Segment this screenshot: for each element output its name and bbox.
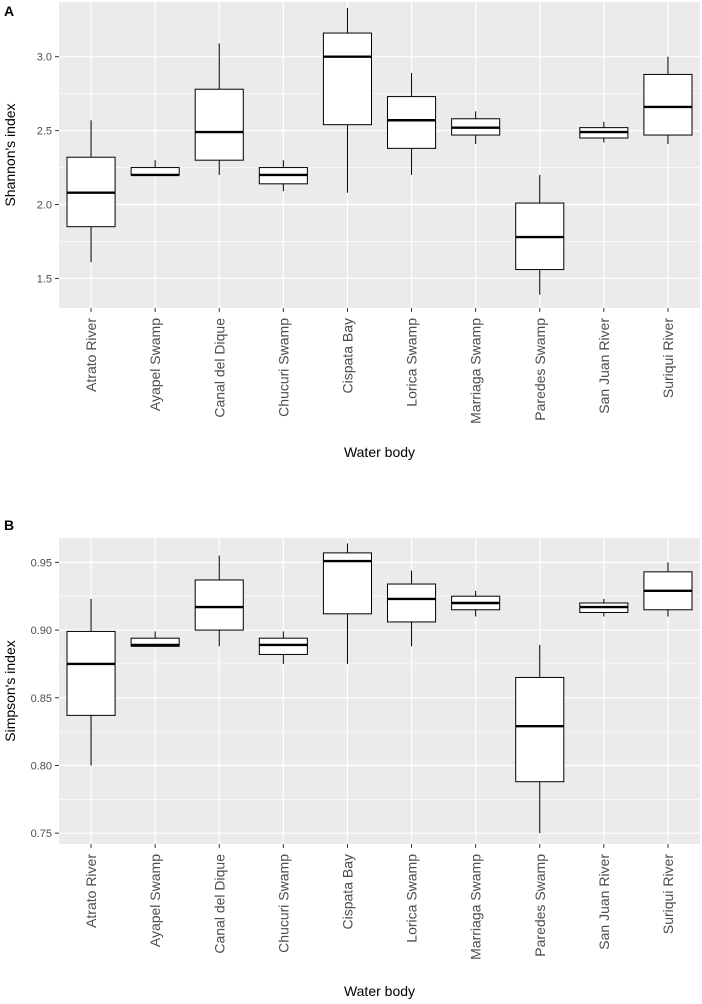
box-iqr: [387, 583, 437, 623]
box-atrato-river: [66, 120, 116, 263]
box-canal-del-dique: [194, 555, 244, 647]
box-marriaga-swamp: [451, 590, 501, 617]
x-axis-title-a: Water body: [344, 444, 415, 460]
x-tick-label: Cispata Bay: [339, 318, 355, 393]
box-chucuri-swamp: [258, 631, 308, 664]
x-tick-label: Atrato River: [83, 854, 99, 928]
x-tick-label: Cispata Bay: [339, 854, 355, 929]
box-marriaga-swamp: [451, 111, 501, 144]
x-tick-label: Marriaga Swamp: [468, 854, 484, 960]
box-canal-del-dique: [194, 43, 244, 175]
box-iqr: [515, 676, 565, 783]
x-tick-label: Canal del Dique: [211, 854, 227, 954]
box-suriqui-river: [643, 562, 693, 617]
x-tick-label: Suriqui River: [660, 854, 676, 934]
panel-label-b: B: [4, 517, 14, 533]
y-tick-label: 0.90: [31, 625, 52, 637]
plot-area-a: [59, 2, 700, 308]
x-tick-label: Paredes Swamp: [532, 318, 548, 421]
box-san-juan-river: [579, 121, 629, 143]
box-atrato-river: [66, 598, 116, 766]
y-tick-label: 0.75: [31, 828, 52, 840]
box-cispata-bay: [322, 543, 372, 664]
x-tick-label: Ayapel Swamp: [147, 854, 163, 947]
box-cispata-bay: [322, 7, 372, 193]
y-tick-label: 0.80: [31, 760, 52, 772]
x-tick-label: Chucuri Swamp: [275, 854, 291, 953]
box-iqr: [387, 96, 437, 149]
y-tick-label: 0.85: [31, 693, 52, 705]
x-tick-label: Suriqui River: [660, 318, 676, 398]
x-tick-label: Lorica Swamp: [404, 854, 420, 943]
x-tick-label: Ayapel Swamp: [147, 318, 163, 411]
y-tick-label: 0.95: [31, 557, 52, 569]
y-tick-label: 2.0: [37, 200, 52, 212]
x-tick-label: Marriaga Swamp: [468, 318, 484, 424]
box-iqr: [130, 637, 180, 647]
box-iqr: [258, 637, 308, 655]
box-paredes-swamp: [515, 644, 565, 834]
box-iqr: [194, 579, 244, 631]
panel-b: B 0.75 0.80 0.85 0.90 0.95 Atrato River Ayapel…: [2, 517, 700, 999]
x-tick-label: Lorica Swamp: [404, 318, 420, 407]
box-suriqui-river: [643, 56, 693, 144]
y-tick-label: 2.5: [37, 126, 52, 138]
box-iqr: [643, 73, 693, 136]
panel-a: A 1.5 2.0 2.5 3.0 Atrato River Ayapel Swamp Ca…: [2, 2, 700, 460]
box-paredes-swamp: [515, 174, 565, 295]
x-tick-label: Atrato River: [83, 318, 99, 392]
box-ayapel-swamp: [130, 160, 180, 177]
box-iqr: [66, 630, 116, 716]
box-chucuri-swamp: [258, 160, 308, 192]
box-san-juan-river: [579, 598, 629, 617]
box-ayapel-swamp: [130, 631, 180, 647]
x-tick-label: San Juan River: [596, 318, 612, 414]
box-iqr: [194, 88, 244, 161]
box-lorica-swamp: [387, 570, 437, 647]
x-tick-label: Chucuri Swamp: [275, 318, 291, 417]
box-iqr: [322, 32, 372, 126]
box-lorica-swamp: [387, 72, 437, 175]
y-tick-label: 3.0: [37, 52, 52, 64]
x-tick-label: Paredes Swamp: [532, 854, 548, 957]
panel-label-a: A: [4, 3, 14, 19]
y-axis-title-a: Shannon's index: [2, 103, 18, 206]
x-axis-title-b: Water body: [344, 983, 415, 999]
y-tick-label: 1.5: [37, 273, 52, 285]
y-axis-title-b: Simpson's index: [2, 640, 18, 742]
x-tick-label: San Juan River: [596, 854, 612, 950]
plot-area-b: [59, 538, 700, 844]
x-tick-label: Canal del Dique: [211, 318, 227, 418]
box-iqr: [322, 552, 372, 615]
